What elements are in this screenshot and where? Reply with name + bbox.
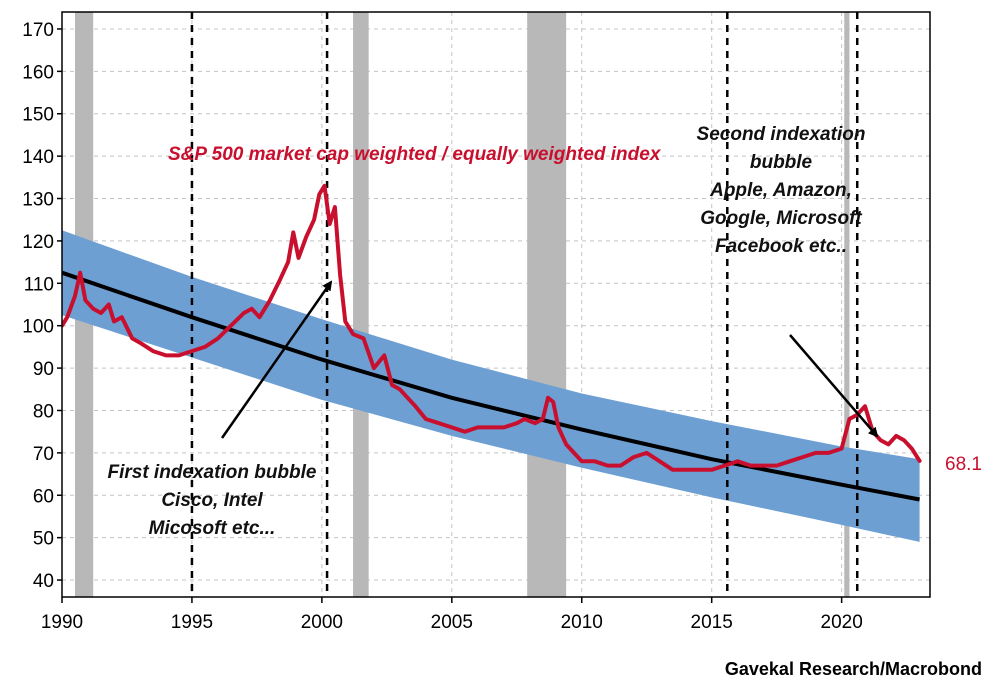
dashed-markers: [190, 12, 859, 597]
trend-line: [62, 270, 920, 502]
y-tick-label-120: 120: [22, 232, 54, 253]
recession-bar-3: [844, 12, 850, 597]
plot-frame: [61, 11, 931, 598]
x-tick-label-1990: 1990: [41, 612, 83, 633]
second-bubble-line-1: Second indexation: [697, 124, 866, 145]
x-axis: 1990 1995 2000 2005 2010 2015 2020: [41, 597, 863, 633]
y-tick-label-110: 110: [24, 274, 54, 295]
first-bubble-line-3: Micosoft etc...: [149, 518, 276, 539]
recession-bar-2: [527, 12, 567, 597]
second-bubble-line-2: bubble: [750, 152, 813, 173]
y-tick-label-170: 170: [22, 20, 54, 41]
y-tick-label-130: 130: [22, 190, 54, 211]
y-tick-label-160: 160: [22, 62, 54, 83]
first-bubble-arrow: [220, 280, 333, 439]
second-bubble-line-3: Apple, Amazon,: [709, 180, 852, 201]
y-axis: 40 50 60 70 80 90 100 110 120 130 140 150 160 170: [22, 20, 62, 592]
x-tick-label-2020: 2020: [821, 612, 863, 633]
x-tick-label-2000: 2000: [301, 612, 343, 633]
x-tick-label-2015: 2015: [691, 612, 733, 633]
second-bubble-annotation: Second indexation bubble Apple, Amazon, …: [697, 124, 879, 438]
chart-title: S&P 500 market cap weighted / equally we…: [168, 144, 662, 165]
trend-center-line: [62, 270, 920, 502]
series-line-0: [62, 183, 922, 472]
y-tick-label-40: 40: [33, 571, 54, 592]
y-tick-label-90: 90: [33, 359, 54, 380]
y-tick-label-100: 100: [22, 317, 54, 338]
second-bubble-arrow: [789, 334, 879, 438]
x-tick-label-2005: 2005: [431, 612, 473, 633]
end-value-label: 68.1: [945, 454, 982, 475]
y-tick-label-140: 140: [22, 147, 54, 168]
y-tick-label-80: 80: [33, 401, 54, 422]
y-tick-label-60: 60: [33, 486, 54, 507]
trend-band-area: [62, 230, 920, 542]
x-tick-label-2010: 2010: [561, 612, 603, 633]
source-label: Gavekal Research/Macrobond: [725, 659, 982, 679]
trend-band: [62, 230, 920, 542]
first-bubble-line-1: First indexation bubble: [107, 462, 316, 483]
y-tick-label-50: 50: [33, 529, 54, 550]
y-tick-label-70: 70: [33, 444, 54, 465]
second-bubble-line-4: Google, Microsoft: [700, 208, 862, 229]
index-series: [62, 183, 922, 472]
first-bubble-annotation: First indexation bubble Cisco, Intel Mic…: [107, 280, 333, 539]
x-tick-label-1995: 1995: [171, 612, 213, 633]
second-bubble-line-5: Facebook etc..: [715, 236, 847, 257]
y-tick-label-150: 150: [22, 105, 54, 126]
recession-bar-1: [353, 12, 369, 597]
first-bubble-line-2: Cisco, Intel: [161, 490, 263, 511]
